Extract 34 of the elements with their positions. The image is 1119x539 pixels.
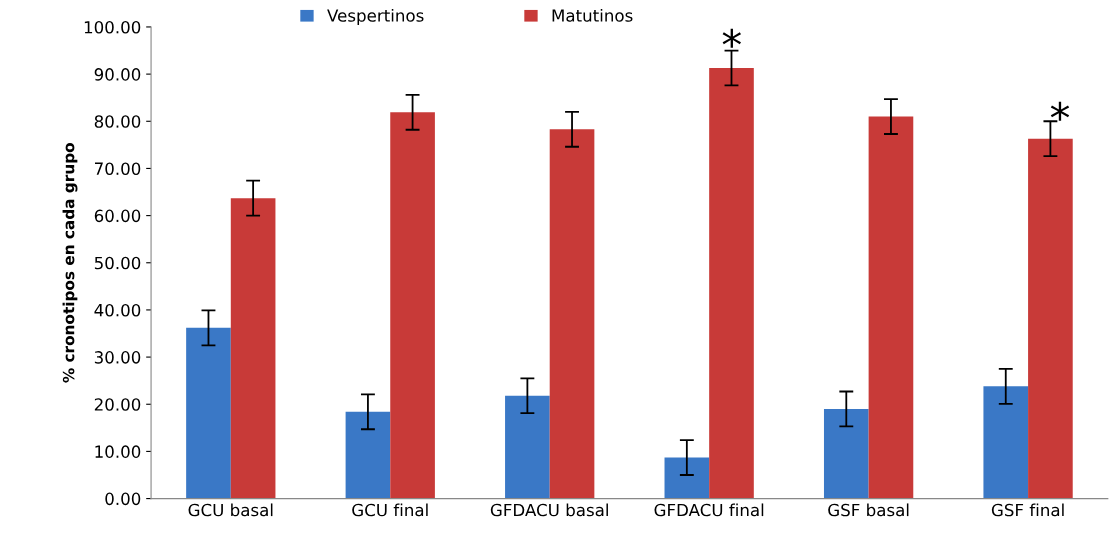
x-tick-label: GSF basal [828,503,909,517]
y-tick-label: 70.00 [95,162,141,176]
bar [505,395,550,499]
bar [709,67,754,499]
x-tick-label: GFDACU final [654,503,764,517]
y-tick-label: 60.00 [94,209,141,223]
y-tick-label: 100.00 [84,20,141,34]
x-tick-label: GCU final [352,503,428,517]
bar [983,386,1029,499]
x-tick-label: GCU basal [188,503,273,517]
y-tick-label: 30.00 [94,351,141,364]
y-tick-label: 10.00 [95,445,141,458]
bar [345,411,391,499]
annotation: * [1050,101,1070,121]
y-tick-label: 80.00 [94,115,141,128]
bar [823,408,869,499]
bar [1028,138,1073,499]
bar [390,112,435,499]
y-tick-label: 90.00 [94,68,141,81]
y-axis-title: % cronotipos en cada grupo [62,143,78,383]
annotation: * [722,28,741,48]
x-tick-label: GSF final [991,503,1064,517]
bar [664,457,710,499]
bar [549,129,595,499]
bar [186,327,231,499]
bar [868,116,914,499]
y-tick-label: 20.00 [94,398,141,411]
y-tick-label: 40.00 [94,303,141,317]
bar [230,198,276,499]
y-tick-label: 0.00 [105,492,141,506]
legend-label: Vespertinos [327,8,424,26]
x-tick-label: GFDACU basal [490,503,608,517]
legend-label: Matutinos [552,8,633,22]
y-tick-label: 50.00 [94,256,141,270]
